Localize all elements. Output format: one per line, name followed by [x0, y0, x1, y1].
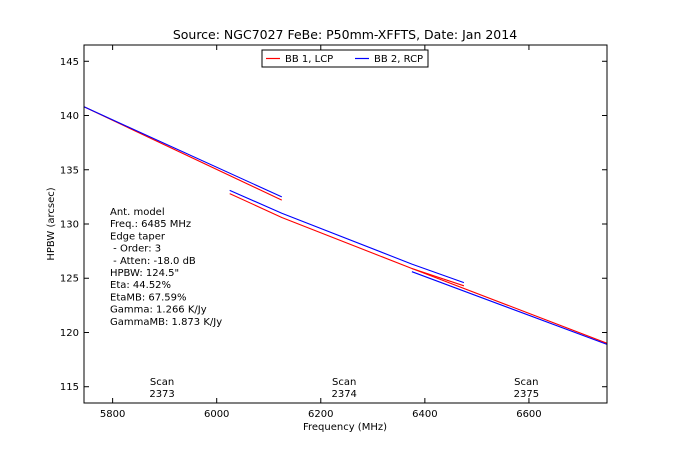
scan-label: Scan: [150, 377, 174, 388]
model-text-line: Eta: 44.52%: [110, 280, 171, 291]
scan-label: Scan: [514, 377, 538, 388]
series-2-line-3: [411, 271, 608, 345]
x-tick-label: 5800: [100, 409, 125, 420]
legend-box: [261, 49, 429, 68]
x-axis-label: Frequency (MHz): [303, 422, 387, 433]
model-text-line: EtaMB: 67.59%: [110, 292, 187, 303]
x-axis: 5800 6000 6200 6400 6600: [100, 45, 542, 420]
plot-lines: [83, 106, 608, 345]
scan-label: Scan: [332, 377, 356, 388]
model-text-line: Ant. model: [110, 207, 165, 218]
legend-label-2: BB 2, RCP: [374, 54, 423, 65]
y-tick-label: 130: [60, 220, 79, 231]
y-tick-label: 115: [60, 382, 79, 393]
series-1-line-3: [411, 267, 608, 344]
x-tick-label: 6000: [204, 409, 229, 420]
model-text-line: - Order: 3: [110, 244, 161, 255]
y-tick-label: 140: [60, 111, 79, 122]
legend-label-1: BB 1, LCP: [285, 54, 333, 65]
model-text-line: Freq.: 6485 MHz: [110, 219, 191, 230]
model-text-line: - Atten: -18.0 dB: [110, 256, 196, 267]
y-tick-label: 120: [60, 328, 79, 339]
model-text-line: GammaMB: 1.873 K/Jy: [110, 317, 222, 328]
y-tick-label: 125: [60, 274, 79, 285]
x-tick-label: 6200: [308, 409, 333, 420]
y-axis-label: HPBW (arcsec): [46, 187, 57, 260]
series-2-line-2: [229, 189, 465, 284]
model-text-line: Edge taper: [110, 231, 166, 242]
legend: BB 1, LCP BB 2, RCP: [261, 49, 429, 68]
model-text-line: HPBW: 124.5": [110, 268, 179, 279]
x-tick-label: 6600: [516, 409, 541, 420]
series-1-line-2: [229, 193, 465, 287]
y-tick-label: 145: [60, 57, 79, 68]
y-tick-label: 135: [60, 165, 79, 176]
scan-number: 2373: [149, 389, 174, 400]
scan-number: 2374: [331, 389, 356, 400]
scan-number: 2375: [514, 389, 539, 400]
x-tick-label: 6400: [412, 409, 437, 420]
chart-title: Source: NGC7027 FeBe: P50mm-XFFTS, Date:…: [173, 27, 517, 42]
y-axis: 115 120 125 130 135 140 145: [60, 57, 607, 393]
series-2-line-1: [83, 106, 283, 198]
model-text-line: Gamma: 1.266 K/Jy: [110, 305, 207, 316]
